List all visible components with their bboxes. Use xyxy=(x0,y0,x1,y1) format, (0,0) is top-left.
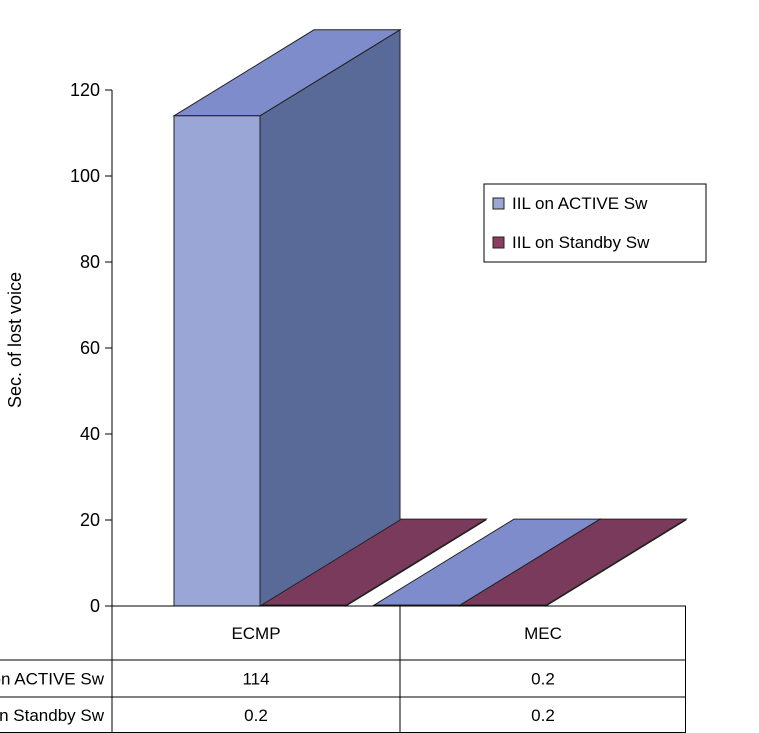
data-table: ECMP MEC IIL on ACTIVE Sw 114 0.2 IIL on Stan… xyxy=(0,605,686,733)
bar xyxy=(172,28,402,607)
table-cell-value: 114 xyxy=(242,670,269,689)
bars xyxy=(172,28,688,607)
y-tick-label: 80 xyxy=(80,252,100,272)
legend: IIL on ACTIVE Sw IIL on Standby Sw xyxy=(483,183,707,263)
table-header-mec: MEC xyxy=(524,624,562,643)
y-tick-label: 40 xyxy=(80,424,100,444)
y-tick-label: 20 xyxy=(80,510,100,530)
y-tick-label: 60 xyxy=(80,338,100,358)
table-cell-value: 0.2 xyxy=(531,706,555,725)
legend-swatch xyxy=(492,236,505,249)
table-cell-value: 0.2 xyxy=(531,670,555,689)
y-axis-label: Sec. of lost voice xyxy=(5,272,25,408)
y-tick-label: 120 xyxy=(70,80,100,100)
y-axis: 0 20 40 60 80 100 120 xyxy=(70,80,113,616)
table-row-label: IIL on Standby Sw xyxy=(0,706,105,725)
legend-entry: IIL on Standby Sw xyxy=(512,233,650,252)
y-tick-label: 0 xyxy=(90,596,100,616)
legend-swatch xyxy=(492,197,505,210)
table-row-header: IIL on Standby Sw xyxy=(0,706,105,725)
bar-side-face xyxy=(259,28,401,607)
table-row-header: IIL on ACTIVE Sw xyxy=(0,670,105,689)
bar-front-face xyxy=(173,115,261,607)
legend-box xyxy=(483,183,707,263)
table-cell-value: 0.2 xyxy=(244,706,268,725)
legend-entry: IIL on ACTIVE Sw xyxy=(512,194,648,213)
table-row-label: IIL on ACTIVE Sw xyxy=(0,670,105,689)
y-tick-label: 100 xyxy=(70,166,100,186)
table-header-ecmp: ECMP xyxy=(231,624,280,643)
